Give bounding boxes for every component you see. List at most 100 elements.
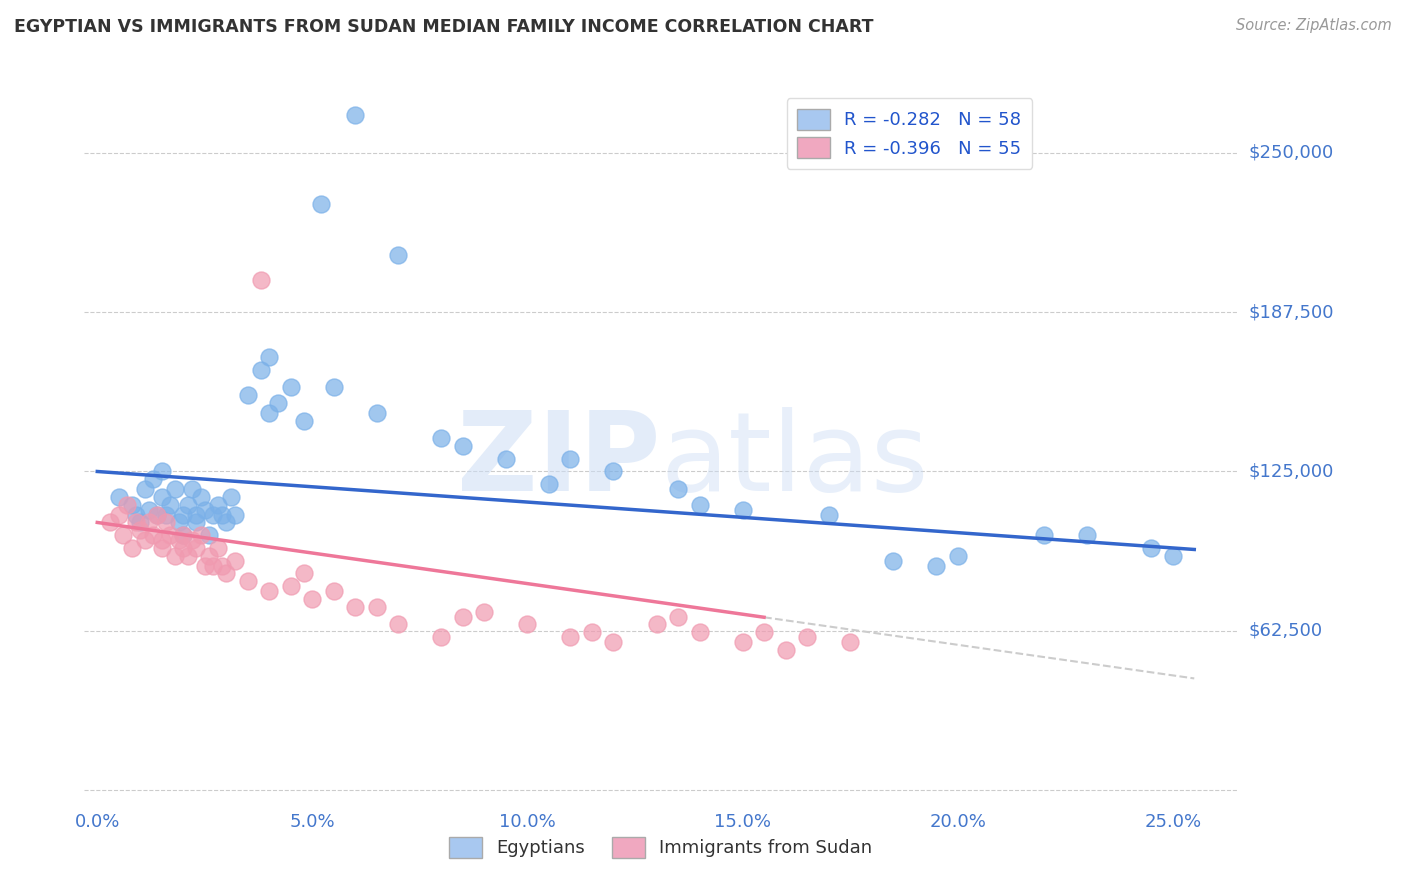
Point (882, 554, 904, 568)
Point (731, 502, 754, 516)
Point (301, 591, 323, 606)
Point (224, 554, 246, 568)
Point (925, 558, 948, 573)
Point (202, 558, 225, 573)
Point (142, 528, 165, 542)
Point (224, 508, 246, 522)
Point (150, 490, 173, 504)
Point (194, 558, 217, 573)
Point (190, 490, 212, 504)
Point (159, 528, 181, 542)
Point (249, 273, 271, 287)
Point (207, 541, 229, 555)
Point (236, 388, 259, 402)
Point (430, 431, 453, 445)
Point (560, 451, 582, 466)
Point (142, 472, 165, 486)
Point (474, 605, 496, 619)
Text: atlas: atlas (661, 407, 929, 514)
Point (689, 498, 711, 512)
Point (112, 528, 135, 542)
Point (1140, 541, 1163, 555)
Point (280, 380, 302, 394)
Text: $187,500: $187,500 (1249, 303, 1334, 321)
Point (107, 490, 129, 504)
Text: ZIP: ZIP (457, 407, 661, 514)
Point (129, 516, 152, 530)
Point (796, 630, 818, 644)
Point (159, 498, 181, 512)
Point (219, 490, 242, 504)
Point (190, 528, 212, 542)
Point (186, 508, 208, 522)
Point (560, 630, 582, 644)
Point (215, 566, 238, 581)
Text: $62,500: $62,500 (1249, 622, 1323, 640)
Point (1032, 528, 1054, 542)
Point (180, 483, 202, 497)
Point (163, 483, 186, 497)
Text: $125,000: $125,000 (1249, 462, 1334, 481)
Point (198, 549, 221, 563)
Point (292, 566, 315, 581)
Point (211, 558, 233, 573)
Point (292, 413, 315, 427)
Point (259, 406, 281, 420)
Point (150, 533, 173, 548)
Point (150, 541, 173, 555)
Point (121, 498, 143, 512)
Point (344, 599, 367, 614)
Point (138, 502, 160, 516)
Point (236, 574, 259, 588)
Point (198, 528, 221, 542)
Point (167, 533, 190, 548)
Point (129, 523, 152, 537)
Point (309, 197, 332, 211)
Point (186, 541, 208, 555)
Legend: Egyptians, Immigrants from Sudan: Egyptians, Immigrants from Sudan (441, 830, 880, 865)
Point (322, 380, 344, 394)
Point (1076, 528, 1098, 542)
Point (322, 584, 344, 599)
Point (1161, 549, 1184, 563)
Point (366, 599, 388, 614)
Point (280, 579, 302, 593)
Point (134, 533, 156, 548)
Point (107, 508, 129, 522)
Point (752, 625, 775, 640)
Point (172, 528, 194, 542)
Point (645, 617, 668, 632)
Point (451, 439, 474, 453)
Point (125, 508, 148, 522)
Point (516, 617, 538, 632)
Point (202, 508, 225, 522)
Point (146, 508, 169, 522)
Point (495, 451, 517, 466)
Point (731, 635, 754, 649)
Point (163, 549, 186, 563)
Text: Source: ZipAtlas.com: Source: ZipAtlas.com (1236, 18, 1392, 33)
Point (207, 498, 229, 512)
Point (125, 516, 148, 530)
Point (150, 465, 173, 479)
Point (138, 516, 160, 530)
Point (172, 541, 194, 555)
Point (211, 508, 233, 522)
Text: EGYPTIAN VS IMMIGRANTS FROM SUDAN MEDIAN FAMILY INCOME CORRELATION CHART: EGYPTIAN VS IMMIGRANTS FROM SUDAN MEDIAN… (14, 18, 873, 36)
Point (817, 508, 839, 522)
Point (366, 406, 388, 420)
Point (387, 248, 409, 262)
Point (267, 395, 290, 409)
Point (775, 643, 797, 657)
Point (167, 516, 190, 530)
Point (387, 617, 409, 632)
Point (344, 108, 367, 122)
Point (121, 541, 143, 555)
Point (666, 609, 689, 624)
Point (155, 508, 177, 522)
Point (172, 508, 194, 522)
Point (176, 498, 198, 512)
Point (259, 584, 281, 599)
Point (537, 477, 560, 491)
Point (602, 635, 624, 649)
